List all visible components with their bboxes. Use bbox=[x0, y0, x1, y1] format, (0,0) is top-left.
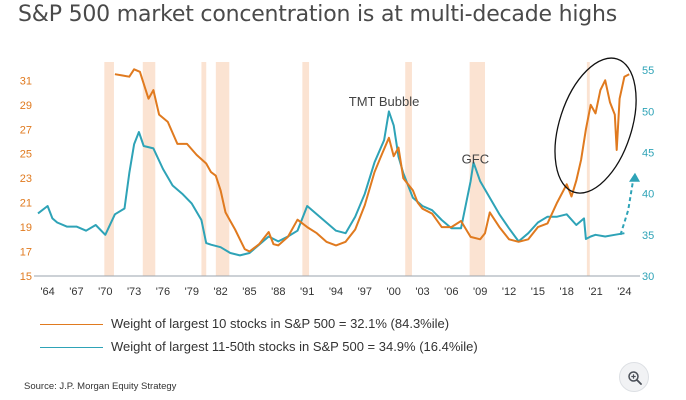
x-tick-label: '79 bbox=[185, 286, 199, 298]
x-tick-label: '70 bbox=[98, 286, 112, 298]
x-tick-label: '06 bbox=[444, 286, 458, 298]
x-tick-label: '73 bbox=[127, 286, 141, 298]
x-tick-label: '64 bbox=[40, 286, 54, 298]
zoom-in-icon bbox=[628, 371, 642, 385]
recession-band bbox=[586, 62, 590, 276]
legend-swatch-top10 bbox=[40, 324, 103, 326]
x-tick-label: '09 bbox=[473, 286, 487, 298]
x-tick-label: '94 bbox=[329, 286, 343, 298]
x-tick-label: '82 bbox=[213, 286, 227, 298]
x-tick-label: '12 bbox=[502, 286, 516, 298]
y-left-tick-label: 23 bbox=[20, 173, 32, 185]
y-left-tick-label: 19 bbox=[20, 222, 32, 234]
y-left-tick-label: 15 bbox=[20, 271, 32, 283]
recession-band bbox=[469, 62, 485, 276]
y-left-tick-label: 17 bbox=[20, 247, 32, 259]
y-left-tick-label: 29 bbox=[20, 100, 32, 112]
x-tick-label: '88 bbox=[271, 286, 285, 298]
legend-swatch-top11-50 bbox=[40, 347, 103, 349]
recession-band bbox=[201, 62, 207, 276]
x-tick-label: '91 bbox=[300, 286, 314, 298]
annotation-label: TMT Bubble bbox=[349, 94, 420, 109]
recession-band bbox=[215, 62, 230, 276]
y-left-tick-label: 27 bbox=[20, 124, 32, 136]
x-tick-label: '85 bbox=[242, 286, 256, 298]
projection-arrowhead bbox=[629, 172, 640, 182]
y-right-tick-label: 35 bbox=[642, 230, 654, 242]
series-line-top10 bbox=[114, 68, 630, 253]
legend-label-top11-50: Weight of largest 11-50th stocks in S&P … bbox=[111, 339, 478, 354]
recession-band bbox=[142, 62, 156, 276]
y-right-tick-label: 45 bbox=[642, 148, 654, 160]
y-right-tick-label: 55 bbox=[642, 65, 654, 77]
x-tick-label: '67 bbox=[69, 286, 83, 298]
recession-band bbox=[302, 62, 310, 276]
y-right-tick-label: 30 bbox=[642, 271, 654, 283]
x-tick-label: '15 bbox=[531, 286, 545, 298]
recession-band bbox=[405, 62, 412, 276]
x-tick-label: '18 bbox=[560, 286, 574, 298]
zoom-button[interactable] bbox=[619, 362, 649, 392]
x-tick-label: '21 bbox=[588, 286, 602, 298]
y-left-tick-label: 31 bbox=[20, 75, 32, 87]
annotation-label: GFC bbox=[462, 151, 489, 166]
y-right-tick-label: 50 bbox=[642, 106, 654, 118]
legend-item-top11-50: Weight of largest 11-50th stocks in S&P … bbox=[40, 339, 478, 354]
y-left-tick-label: 21 bbox=[20, 198, 32, 210]
projection-arrow-line bbox=[619, 174, 635, 236]
y-left-tick-label: 25 bbox=[20, 149, 32, 161]
legend-item-top10: Weight of largest 10 stocks in S&P 500 =… bbox=[40, 316, 449, 331]
recession-band bbox=[104, 62, 114, 276]
x-tick-label: '24 bbox=[617, 286, 631, 298]
x-tick-label: '97 bbox=[358, 286, 372, 298]
x-tick-label: '00 bbox=[387, 286, 401, 298]
x-tick-label: '03 bbox=[415, 286, 429, 298]
chart-title: S&P 500 market concentration is at multi… bbox=[18, 2, 618, 27]
x-tick-label: '76 bbox=[156, 286, 170, 298]
source-note: Source: J.P. Morgan Equity Strategy bbox=[24, 381, 177, 392]
highlight-ellipse bbox=[554, 57, 637, 194]
y-right-tick-label: 40 bbox=[642, 189, 654, 201]
series-line-top11-50 bbox=[37, 110, 625, 257]
legend-label-top10: Weight of largest 10 stocks in S&P 500 =… bbox=[111, 316, 450, 331]
